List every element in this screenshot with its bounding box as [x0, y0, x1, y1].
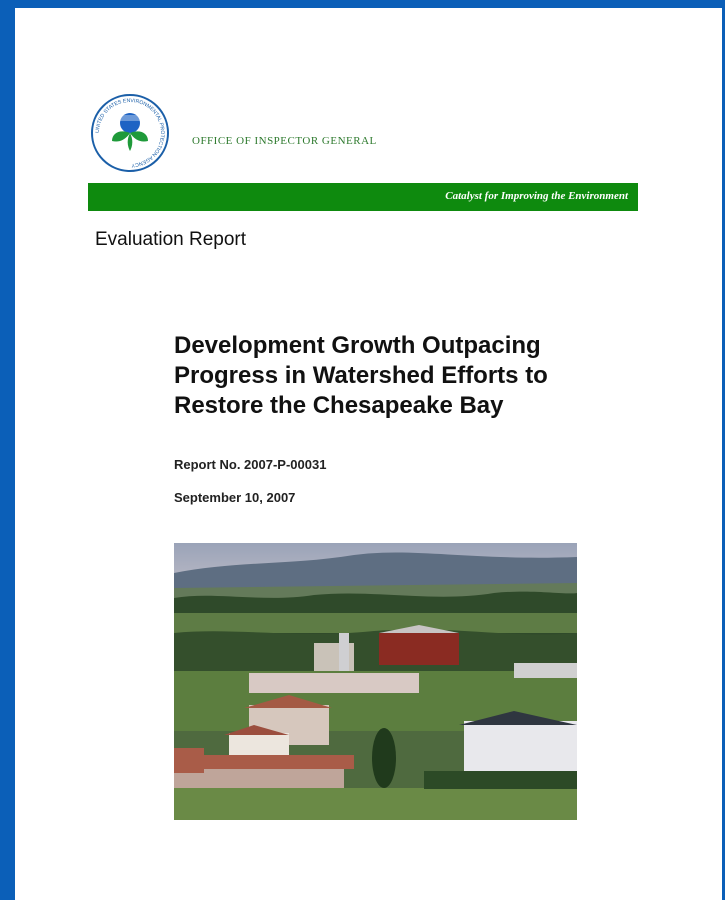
title-line: Restore the Chesapeake Bay: [174, 391, 548, 421]
title-line: Progress in Watershed Efforts to: [174, 361, 548, 391]
document-page: UNITED STATES ENVIRONMENTAL PROTECTION A…: [15, 8, 722, 900]
report-number: Report No. 2007-P-00031: [174, 457, 326, 472]
cover-photo: [174, 543, 577, 820]
title-line: Development Growth Outpacing: [174, 331, 548, 361]
report-title: Development Growth Outpacing Progress in…: [174, 331, 548, 421]
report-type: Evaluation Report: [95, 229, 246, 251]
report-date: September 10, 2007: [174, 490, 295, 505]
screen: UNITED STATES ENVIRONMENTAL PROTECTION A…: [0, 0, 725, 900]
header-bar: Catalyst for Improving the Environment: [88, 183, 638, 211]
epa-logo: UNITED STATES ENVIRONMENTAL PROTECTION A…: [90, 93, 170, 173]
office-name: OFFICE OF INSPECTOR GENERAL: [192, 135, 377, 147]
tagline: Catalyst for Improving the Environment: [445, 190, 628, 202]
